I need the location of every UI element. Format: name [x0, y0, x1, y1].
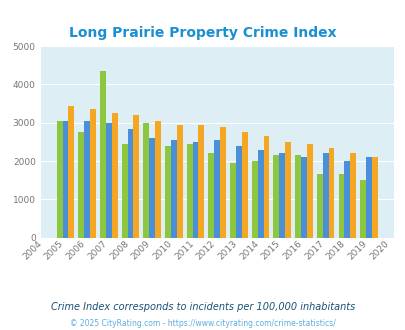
Bar — [106, 123, 111, 238]
Bar — [359, 180, 365, 238]
Bar — [350, 153, 355, 238]
Bar — [241, 132, 247, 238]
Bar — [143, 123, 149, 238]
Text: Long Prairie Property Crime Index: Long Prairie Property Crime Index — [69, 26, 336, 40]
Text: Crime Index corresponds to incidents per 100,000 inhabitants: Crime Index corresponds to incidents per… — [51, 302, 354, 312]
Bar — [192, 142, 198, 238]
Bar — [316, 175, 322, 238]
Bar — [365, 157, 371, 238]
Bar — [251, 161, 257, 238]
Bar — [230, 163, 235, 238]
Bar — [62, 121, 68, 238]
Bar — [68, 106, 74, 238]
Bar — [306, 144, 312, 238]
Bar — [284, 142, 290, 238]
Bar — [235, 146, 241, 238]
Bar — [294, 155, 300, 238]
Bar — [149, 138, 155, 238]
Bar — [90, 109, 96, 238]
Bar — [279, 153, 284, 238]
Bar — [273, 155, 279, 238]
Bar — [198, 125, 204, 238]
Bar — [220, 127, 226, 238]
Bar — [127, 128, 133, 238]
Bar — [111, 113, 117, 238]
Bar — [78, 132, 84, 238]
Bar — [322, 153, 328, 238]
Bar — [84, 121, 90, 238]
Text: © 2025 CityRating.com - https://www.cityrating.com/crime-statistics/: © 2025 CityRating.com - https://www.city… — [70, 319, 335, 328]
Bar — [371, 157, 377, 238]
Bar — [328, 148, 334, 238]
Bar — [214, 140, 220, 238]
Bar — [257, 149, 263, 238]
Bar — [338, 175, 343, 238]
Bar — [122, 144, 127, 238]
Bar — [165, 146, 171, 238]
Bar — [263, 136, 269, 238]
Bar — [100, 71, 106, 238]
Bar — [155, 121, 160, 238]
Bar — [133, 115, 139, 238]
Bar — [208, 153, 214, 238]
Bar — [300, 157, 306, 238]
Bar — [343, 161, 350, 238]
Bar — [57, 121, 62, 238]
Bar — [176, 125, 182, 238]
Bar — [171, 140, 176, 238]
Bar — [186, 144, 192, 238]
